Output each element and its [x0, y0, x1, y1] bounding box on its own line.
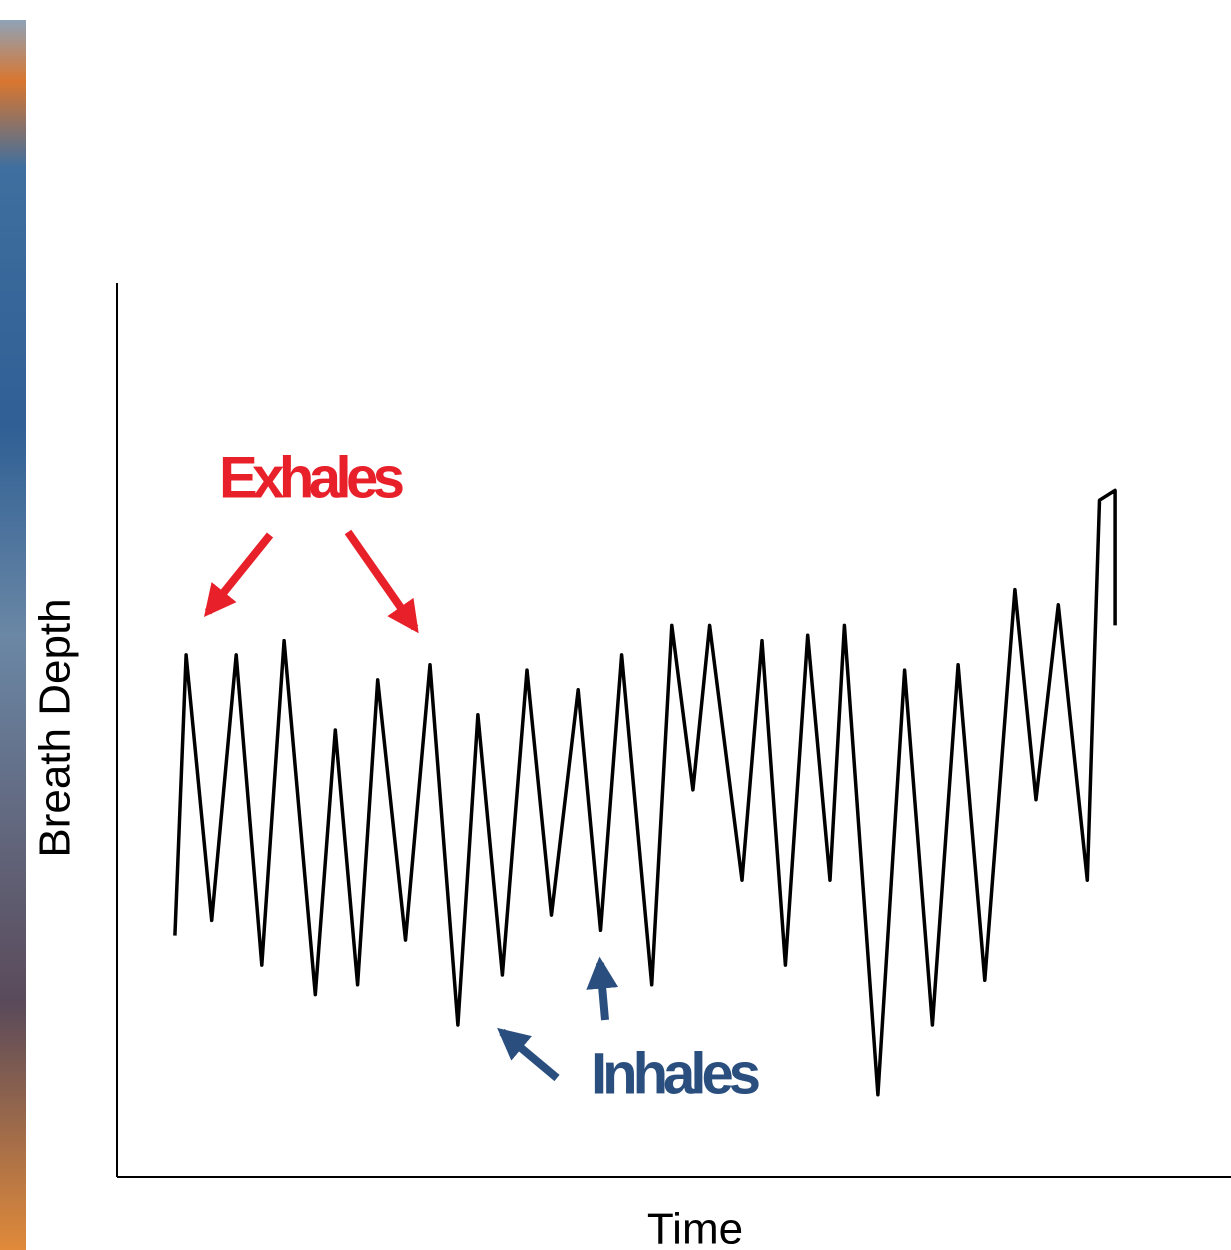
- chart: Breath Depth Time Exhales Inhales: [0, 0, 1231, 1250]
- side-strip: [0, 20, 26, 1250]
- arrow: [348, 532, 415, 628]
- y-axis-label: Breath Depth: [31, 598, 80, 857]
- arrow: [600, 963, 605, 1020]
- x-axis-label: Time: [647, 1205, 743, 1250]
- annotation: Exhales: [219, 445, 405, 510]
- annotation: Inhales: [591, 1041, 761, 1106]
- data-line: [175, 490, 1115, 1094]
- arrow: [502, 1032, 557, 1078]
- arrow: [208, 535, 270, 612]
